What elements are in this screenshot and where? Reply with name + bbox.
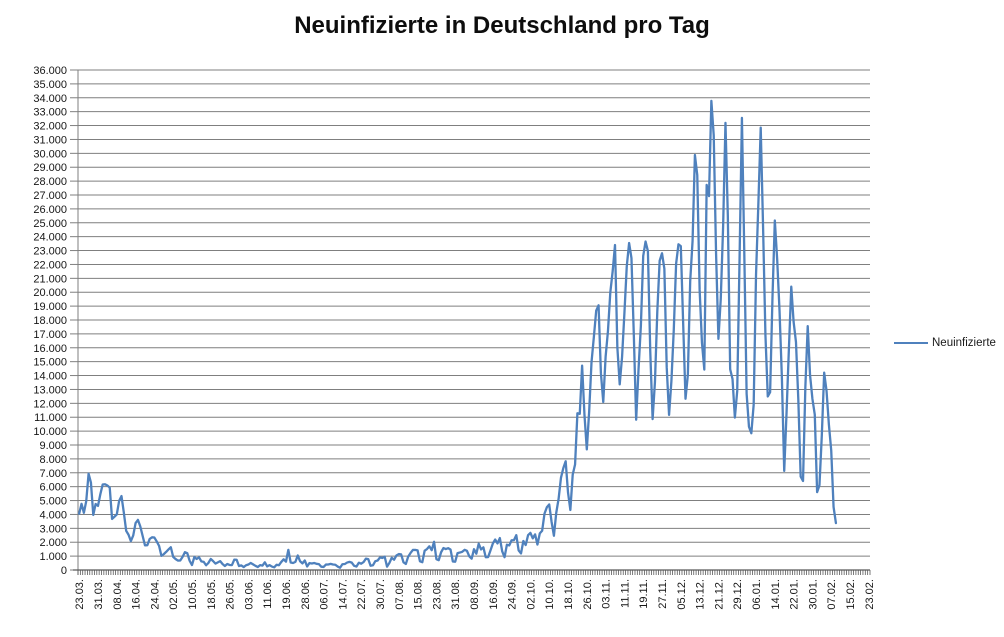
svg-text:22.07.: 22.07. xyxy=(356,579,368,610)
svg-text:22.01.: 22.01. xyxy=(789,579,801,610)
svg-text:21.000: 21.000 xyxy=(33,273,67,285)
svg-text:0: 0 xyxy=(61,565,67,577)
svg-text:14.000: 14.000 xyxy=(33,371,67,383)
svg-text:24.04.: 24.04. xyxy=(149,579,161,610)
svg-text:15.02.: 15.02. xyxy=(845,579,857,610)
svg-text:24.09.: 24.09. xyxy=(507,579,519,610)
svg-text:02.10.: 02.10. xyxy=(525,579,537,610)
svg-text:35.000: 35.000 xyxy=(33,79,67,91)
svg-text:12.000: 12.000 xyxy=(33,398,67,410)
svg-text:05.12.: 05.12. xyxy=(676,579,688,610)
svg-text:16.09.: 16.09. xyxy=(488,579,500,610)
svg-text:10.10.: 10.10. xyxy=(544,579,556,610)
data-series-line xyxy=(78,99,838,569)
svg-text:08.04.: 08.04. xyxy=(112,579,124,610)
svg-text:2.000: 2.000 xyxy=(39,537,67,549)
svg-text:9.000: 9.000 xyxy=(39,440,67,452)
svg-text:36.000: 36.000 xyxy=(33,65,67,77)
svg-text:1.000: 1.000 xyxy=(39,551,67,563)
svg-text:24.000: 24.000 xyxy=(33,232,67,244)
svg-text:19.06.: 19.06. xyxy=(281,579,293,610)
svg-text:29.000: 29.000 xyxy=(33,162,67,174)
svg-text:07.02.: 07.02. xyxy=(826,579,838,610)
svg-text:6.000: 6.000 xyxy=(39,482,67,494)
svg-text:28.06.: 28.06. xyxy=(300,579,312,610)
svg-text:15.08.: 15.08. xyxy=(413,579,425,610)
svg-text:31.000: 31.000 xyxy=(33,134,67,146)
svg-text:8.000: 8.000 xyxy=(39,454,67,466)
svg-text:10.05.: 10.05. xyxy=(187,579,199,610)
svg-text:14.01.: 14.01. xyxy=(770,579,782,610)
svg-text:31.03.: 31.03. xyxy=(93,579,105,610)
svg-text:26.10.: 26.10. xyxy=(582,579,594,610)
svg-text:22.000: 22.000 xyxy=(33,259,67,271)
svg-text:18.05.: 18.05. xyxy=(206,579,218,610)
svg-text:06.01.: 06.01. xyxy=(751,579,763,610)
svg-text:34.000: 34.000 xyxy=(33,93,67,105)
legend-line-icon xyxy=(894,342,928,344)
svg-text:29.12.: 29.12. xyxy=(732,579,744,610)
svg-text:20.000: 20.000 xyxy=(33,287,67,299)
svg-text:3.000: 3.000 xyxy=(39,523,67,535)
svg-text:33.000: 33.000 xyxy=(33,107,67,119)
y-axis-ticks xyxy=(70,69,78,571)
x-axis-labels: 23.03. 31.03. 08.04. 16.04. 24.04. 02.05. 10.0… xyxy=(74,579,876,610)
svg-text:23.08.: 23.08. xyxy=(431,579,443,610)
chart-title: Neuinfizierte in Deutschland pro Tag xyxy=(294,12,710,39)
svg-text:30.000: 30.000 xyxy=(33,148,67,160)
svg-text:30.07.: 30.07. xyxy=(375,579,387,610)
svg-text:11.000: 11.000 xyxy=(34,412,67,424)
legend-label: Neuinfizierte xyxy=(932,337,996,349)
svg-text:03.11.: 03.11. xyxy=(601,579,613,609)
y-gridlines xyxy=(78,69,870,557)
svg-text:21.12.: 21.12. xyxy=(713,579,725,610)
svg-text:17.000: 17.000 xyxy=(33,329,67,341)
svg-text:27.000: 27.000 xyxy=(33,190,67,202)
svg-text:03.06.: 03.06. xyxy=(243,579,255,610)
svg-text:18.000: 18.000 xyxy=(33,315,67,327)
svg-text:5.000: 5.000 xyxy=(39,496,67,508)
svg-text:13.12.: 13.12. xyxy=(695,579,707,610)
svg-text:30.01.: 30.01. xyxy=(807,579,819,610)
svg-text:27.11.: 27.11. xyxy=(657,579,669,609)
svg-text:23.03.: 23.03. xyxy=(74,579,86,610)
svg-text:02.05.: 02.05. xyxy=(168,579,180,610)
svg-text:19.11.: 19.11. xyxy=(638,579,650,609)
svg-text:11.11.: 11.11. xyxy=(619,579,631,608)
svg-text:23.02.: 23.02. xyxy=(864,579,876,610)
svg-text:28.000: 28.000 xyxy=(33,176,67,188)
axes xyxy=(73,70,870,575)
svg-text:13.000: 13.000 xyxy=(33,384,67,396)
svg-text:26.05.: 26.05. xyxy=(225,579,237,610)
svg-text:7.000: 7.000 xyxy=(39,468,67,480)
svg-text:18.10.: 18.10. xyxy=(563,579,575,610)
svg-text:19.000: 19.000 xyxy=(33,301,67,313)
svg-text:07.08.: 07.08. xyxy=(394,579,406,610)
svg-text:32.000: 32.000 xyxy=(33,121,67,133)
svg-text:23.000: 23.000 xyxy=(33,246,67,258)
svg-text:26.000: 26.000 xyxy=(33,204,67,216)
svg-text:08.09.: 08.09. xyxy=(469,579,481,610)
svg-text:15.000: 15.000 xyxy=(33,357,67,369)
svg-text:25.000: 25.000 xyxy=(33,218,67,230)
x-axis-ticks xyxy=(77,570,871,575)
svg-text:16.04.: 16.04. xyxy=(131,579,143,610)
svg-text:4.000: 4.000 xyxy=(39,509,67,521)
svg-text:31.08.: 31.08. xyxy=(450,579,462,610)
svg-text:11.06.: 11.06. xyxy=(262,579,274,609)
svg-text:10.000: 10.000 xyxy=(33,426,67,438)
legend: Neuinfizierte xyxy=(894,335,996,351)
svg-text:16.000: 16.000 xyxy=(33,343,67,355)
svg-text:14.07.: 14.07. xyxy=(337,579,349,610)
svg-text:06.07.: 06.07. xyxy=(319,579,331,610)
